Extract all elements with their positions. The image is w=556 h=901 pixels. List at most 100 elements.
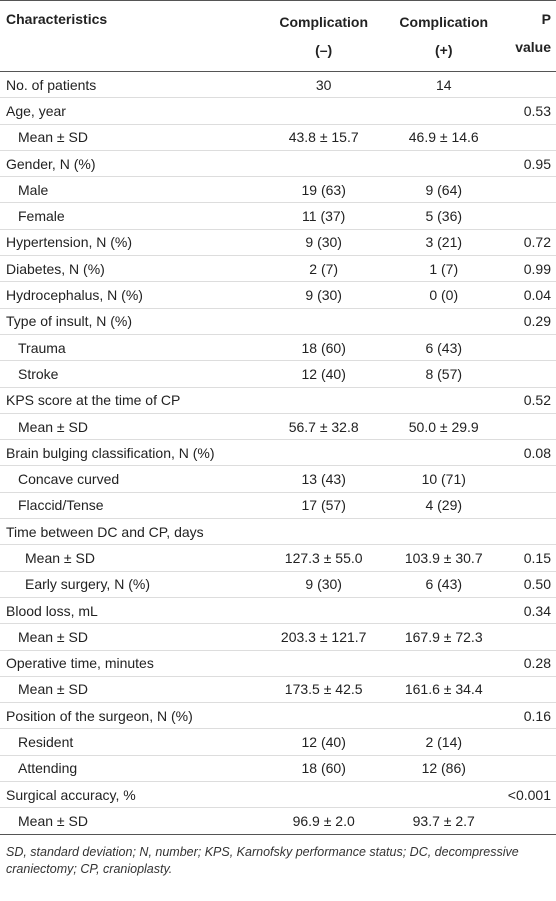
cell <box>503 676 556 704</box>
header-text: Characteristics <box>6 11 108 27</box>
row-label: Mean ± SD <box>0 544 264 572</box>
table-row: Concave curved 13 (43) 10 (71) <box>0 465 556 493</box>
table-row: Resident 12 (40) 2 (14) <box>0 728 556 756</box>
header-text: (–) <box>315 42 333 58</box>
cell <box>263 702 384 730</box>
row-label: Mean ± SD <box>0 676 264 704</box>
row-label: Early surgery, N (%) <box>0 571 264 598</box>
cell <box>503 465 556 493</box>
cell <box>383 518 504 546</box>
cell <box>263 97 384 125</box>
cell: <0.001 <box>503 781 556 809</box>
cell <box>263 439 384 467</box>
cell <box>263 387 384 414</box>
row-label: Trauma <box>0 334 264 362</box>
cell: 0.29 <box>503 308 556 335</box>
table-row: Mean ± SD 173.5 ± 42.5 161.6 ± 34.4 <box>0 676 556 704</box>
cell: 46.9 ± 14.6 <box>383 124 504 151</box>
cell: 0.04 <box>503 281 556 309</box>
table-row: Blood loss, mL 0.34 <box>0 597 556 625</box>
header-cell: Complication (–) <box>264 1 384 72</box>
row-label: Age, year <box>0 97 264 125</box>
cell <box>263 650 384 677</box>
row-label: Position of the surgeon, N (%) <box>0 702 264 730</box>
cell: 0.95 <box>503 150 556 178</box>
cell <box>383 308 504 335</box>
cell <box>263 781 384 809</box>
cell: 0.72 <box>503 229 556 257</box>
cell <box>383 150 504 178</box>
table-row: Mean ± SD 127.3 ± 55.0 103.9 ± 30.7 0.15 <box>0 544 556 572</box>
table-row: Time between DC and CP, days <box>0 518 556 546</box>
cell <box>503 71 556 99</box>
row-label: Male <box>0 176 264 204</box>
cell: 19 (63) <box>263 176 384 204</box>
table-row: Mean ± SD 43.8 ± 15.7 46.9 ± 14.6 <box>0 124 556 151</box>
cell <box>503 176 556 204</box>
cell: 14 <box>383 71 504 99</box>
cell: 43.8 ± 15.7 <box>263 124 384 151</box>
data-table: Characteristics Complication (–) Complicati… <box>0 0 556 835</box>
table-row: Operative time, minutes 0.28 <box>0 650 556 677</box>
cell: 12 (86) <box>383 755 504 783</box>
header-text: Complication <box>399 14 489 30</box>
cell <box>383 702 504 730</box>
table-row: Gender, N (%) 0.95 <box>0 150 556 178</box>
footnote: SD, standard deviation; N, number; KPS, … <box>6 844 519 876</box>
row-label: Mean ± SD <box>0 623 264 651</box>
table-row: Mean ± SD 56.7 ± 32.8 50.0 ± 29.9 <box>0 413 556 441</box>
table-row: Female 11 (37) 5 (36) <box>0 202 556 230</box>
row-label: Diabetes, N (%) <box>0 255 264 283</box>
row-label: Type of insult, N (%) <box>0 308 264 335</box>
cell <box>263 597 384 625</box>
table-row: Hypertension, N (%) 9 (30) 3 (21) 0.72 <box>0 229 556 257</box>
cell <box>503 492 556 520</box>
table-body: No. of patients 30 14 Age, year 0.53 Mean ± S… <box>0 71 556 835</box>
cell <box>503 360 556 388</box>
cell: 13 (43) <box>263 465 384 493</box>
cell: 8 (57) <box>383 360 504 388</box>
cell: 167.9 ± 72.3 <box>383 623 504 651</box>
row-label: Attending <box>0 755 264 783</box>
cell: 12 (40) <box>263 360 384 388</box>
cell: 50.0 ± 29.9 <box>383 413 504 441</box>
cell <box>503 124 556 151</box>
table-row: Flaccid/Tense 17 (57) 4 (29) <box>0 492 556 520</box>
cell: 9 (30) <box>263 229 384 257</box>
header-text: (+) <box>434 42 453 58</box>
table-row: KPS score at the time of CP 0.52 <box>0 387 556 414</box>
row-label: Mean ± SD <box>0 413 264 441</box>
row-label: Hypertension, N (%) <box>0 229 264 257</box>
cell: 2 (14) <box>383 728 504 756</box>
table-row: Position of the surgeon, N (%) 0.16 <box>0 702 556 730</box>
cell: 6 (43) <box>383 571 504 598</box>
cell: 0.08 <box>503 439 556 467</box>
cell: 18 (60) <box>263 334 384 362</box>
table-row: Male 19 (63) 9 (64) <box>0 176 556 204</box>
cell <box>383 439 504 467</box>
row-label: Gender, N (%) <box>0 150 264 178</box>
row-label: Mean ± SD <box>0 807 264 835</box>
table-row: Surgical accuracy, % <0.001 <box>0 781 556 809</box>
row-label: Surgical accuracy, % <box>0 781 264 809</box>
cell: 93.7 ± 2.7 <box>383 807 504 835</box>
cell <box>383 97 504 125</box>
table-header: Characteristics Complication (–) Complicati… <box>0 0 556 72</box>
table-row: Hydrocephalus, N (%) 9 (30) 0 (0) 0.04 <box>0 281 556 309</box>
cell <box>503 202 556 230</box>
cell: 0.53 <box>503 97 556 125</box>
header-row: Characteristics Complication (–) Complicati… <box>0 0 556 72</box>
cell: 161.6 ± 34.4 <box>383 676 504 704</box>
cell: 2 (7) <box>263 255 384 283</box>
row-label: Blood loss, mL <box>0 597 264 625</box>
row-label: Hydrocephalus, N (%) <box>0 281 264 309</box>
cell: 3 (21) <box>383 229 504 257</box>
row-label: Flaccid/Tense <box>0 492 264 520</box>
cell: 96.9 ± 2.0 <box>263 807 384 835</box>
row-label: Stroke <box>0 360 264 388</box>
cell <box>503 334 556 362</box>
cell: 12 (40) <box>263 728 384 756</box>
cell <box>383 650 504 677</box>
row-label: Mean ± SD <box>0 124 264 151</box>
